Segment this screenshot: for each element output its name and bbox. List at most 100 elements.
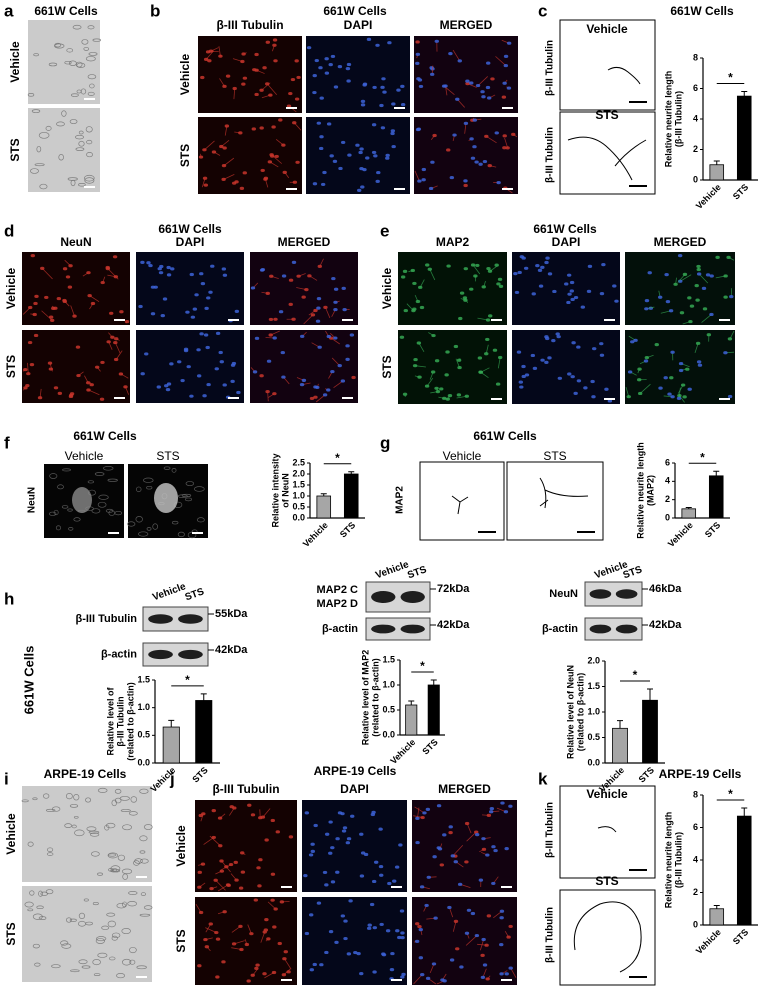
- nucleus: [310, 313, 316, 317]
- cell: [83, 174, 95, 182]
- nucleus: [453, 344, 459, 349]
- micrograph: [512, 252, 620, 325]
- nucleus: [715, 255, 720, 259]
- cell: [60, 940, 69, 946]
- nucleus: [400, 931, 405, 935]
- x-tick-label: STS: [338, 520, 357, 539]
- nucleus: [630, 340, 635, 344]
- nucleus: [376, 170, 381, 175]
- nucleus: [544, 360, 549, 364]
- nucleus: [358, 150, 363, 155]
- nucleus: [112, 255, 118, 259]
- nucleus: [375, 179, 380, 183]
- nucleus: [217, 816, 223, 820]
- nucleus: [514, 290, 520, 295]
- y-axis-label: Relative intensity: [270, 453, 280, 527]
- nucleus: [488, 314, 493, 318]
- neurite: [218, 46, 221, 57]
- nucleus: [378, 827, 383, 831]
- nucleus: [570, 375, 575, 379]
- nucleus: [283, 950, 288, 954]
- cell: [127, 521, 136, 527]
- nucleus: [360, 851, 366, 855]
- error-bar: [320, 493, 327, 496]
- cell: [92, 959, 101, 966]
- cell: [45, 808, 56, 812]
- cell: [57, 484, 64, 490]
- nucleus: [464, 860, 469, 864]
- band-label: β-actin: [322, 623, 358, 635]
- neurite: [429, 269, 436, 281]
- image-title: STS: [595, 874, 618, 888]
- neurite: [303, 314, 314, 325]
- y-axis-label: (β-III Tubulin): [673, 91, 683, 147]
- cell: [56, 121, 65, 127]
- scale-bar: [719, 319, 730, 321]
- nucleus: [502, 146, 507, 150]
- cell: [70, 969, 80, 973]
- nucleus: [230, 379, 235, 383]
- cell: [146, 527, 152, 531]
- cell: [108, 956, 116, 961]
- nucleus: [523, 266, 529, 270]
- nucleus: [396, 88, 401, 92]
- y-tick-label: 2.5: [292, 457, 305, 467]
- nucleus: [204, 945, 210, 949]
- cell: [101, 925, 110, 930]
- nucleus: [414, 922, 420, 926]
- size-label: 42kDa: [215, 644, 248, 656]
- neurite: [223, 157, 235, 166]
- neurite: [680, 274, 692, 282]
- micrograph: [414, 117, 518, 194]
- nucleus: [497, 355, 503, 360]
- nucleus: [238, 924, 243, 928]
- nucleus: [385, 156, 390, 160]
- nucleus: [591, 347, 597, 351]
- nucleus: [240, 870, 246, 874]
- size-label: 72kDa: [437, 583, 470, 595]
- nucleus: [200, 282, 206, 286]
- x-tick-label: Vehicle: [301, 520, 330, 549]
- cell: [72, 487, 92, 513]
- neurite: [262, 808, 271, 818]
- column-header: DAPI: [340, 782, 369, 796]
- nucleus: [415, 299, 421, 304]
- cell: [139, 835, 148, 842]
- nucleus: [663, 376, 668, 380]
- nucleus: [394, 865, 400, 869]
- nucleus: [569, 289, 574, 293]
- neurite: [625, 387, 630, 397]
- nucleus: [265, 40, 271, 44]
- nucleus: [200, 862, 206, 866]
- nucleus: [359, 971, 364, 976]
- nucleus: [313, 385, 318, 389]
- column-header: NeuN: [60, 235, 91, 249]
- y-tick-label: 1.5: [292, 479, 305, 489]
- nucleus: [420, 973, 425, 977]
- nucleus: [599, 353, 605, 357]
- nucleus: [198, 910, 204, 915]
- scale-bar: [502, 107, 513, 109]
- nucleus: [453, 919, 459, 923]
- nucleus: [105, 265, 110, 270]
- nucleus: [202, 176, 208, 180]
- cell: [108, 510, 116, 516]
- nucleus: [494, 263, 499, 267]
- y-axis-label: (related to β-actin): [575, 673, 585, 752]
- nucleus: [371, 150, 377, 155]
- neurite: [472, 264, 481, 275]
- nucleus: [678, 361, 684, 366]
- nucleus: [446, 148, 451, 152]
- nucleus: [506, 935, 511, 939]
- x-tick-label: Vehicle: [694, 927, 723, 956]
- significance: *: [700, 450, 705, 464]
- nucleus: [367, 923, 372, 927]
- nucleus: [416, 341, 422, 345]
- nucleus: [417, 179, 422, 183]
- nucleus: [279, 900, 285, 904]
- side-label: β-III Tubulin: [545, 907, 556, 963]
- nucleus: [301, 378, 307, 383]
- panel-title: 661W Cells: [34, 4, 98, 18]
- nucleus: [391, 102, 396, 106]
